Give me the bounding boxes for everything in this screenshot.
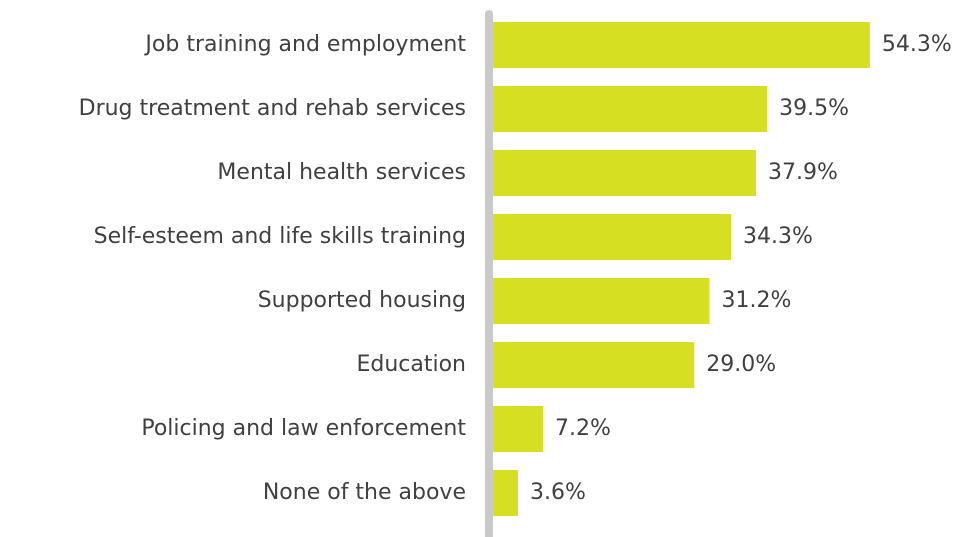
- category-label: Policing and law enforcement: [141, 416, 466, 441]
- bar: [493, 150, 757, 196]
- value-label: 31.2%: [722, 288, 792, 313]
- category-label: Job training and employment: [143, 32, 466, 57]
- category-label: None of the above: [263, 480, 466, 505]
- value-label: 54.3%: [882, 32, 952, 57]
- value-label: 34.3%: [743, 224, 813, 249]
- bar: [493, 22, 870, 68]
- category-label: Self-esteem and life skills training: [94, 224, 466, 249]
- category-label: Mental health services: [217, 160, 466, 185]
- value-label: 7.2%: [555, 416, 611, 441]
- category-label: Education: [356, 352, 466, 377]
- bar: [493, 342, 695, 388]
- category-label: Drug treatment and rehab services: [79, 96, 466, 121]
- value-label: 3.6%: [530, 480, 586, 505]
- category-label: Supported housing: [258, 288, 466, 313]
- bar: [493, 86, 768, 132]
- bar: [493, 214, 732, 260]
- bar: [493, 278, 710, 324]
- bar: [493, 406, 543, 452]
- value-label: 29.0%: [706, 352, 776, 377]
- value-label: 37.9%: [768, 160, 838, 185]
- value-label: 39.5%: [779, 96, 849, 121]
- bar: [493, 470, 518, 516]
